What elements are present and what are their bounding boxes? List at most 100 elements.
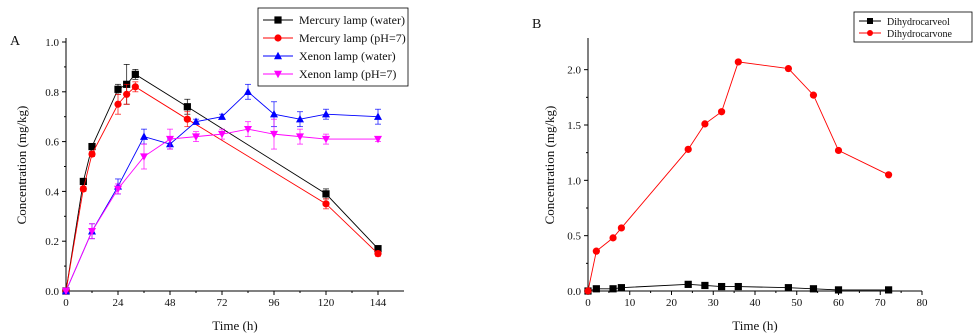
chart-a-point xyxy=(322,200,330,208)
chart-b-x-tick-label: 20 xyxy=(666,297,678,309)
chart-a-series-2 xyxy=(62,83,382,295)
chart-panel-b: 0 10 20 30 40 50 60 70 80 0.0 0.5 1.0 1.5 2.0 Time (h)… xyxy=(532,11,973,333)
chart-b-legend-box xyxy=(853,11,973,43)
chart-a-y-axis-title: Concentration (mg/kg) xyxy=(14,106,29,225)
chart-a-point xyxy=(62,287,70,296)
chart-a-point xyxy=(140,153,148,161)
chart-a-point xyxy=(218,130,226,139)
chart-a-point xyxy=(114,185,122,194)
chart-b-point xyxy=(617,284,625,292)
chart-b-point xyxy=(718,108,726,116)
chart-b-y-axis-title: Concentration (mg/kg) xyxy=(542,106,557,225)
chart-a-point xyxy=(296,114,304,123)
chart-b-point xyxy=(784,284,792,292)
chart-a-legend-marker xyxy=(274,70,282,79)
chart-b-legend-label: Dihydrocarvone xyxy=(887,29,953,40)
chart-a-y-tick-label: 1.0 xyxy=(45,37,59,49)
chart-a-x-tick-label: 24 xyxy=(113,297,125,309)
chart-a-point xyxy=(218,112,226,120)
chart-b-point xyxy=(885,286,893,294)
chart-a-point xyxy=(322,190,330,198)
chart-a-y-tick-label: 0.6 xyxy=(45,137,59,149)
chart-b-x-tick-label: 0 xyxy=(585,297,591,309)
chart-b-point xyxy=(734,58,742,66)
chart-a-point xyxy=(322,135,330,144)
chart-a-point xyxy=(244,87,252,95)
chart-a-point xyxy=(192,133,200,141)
chart-a-point xyxy=(131,70,139,78)
chart-a-point xyxy=(183,115,191,123)
chart-b-series-0 xyxy=(584,280,893,295)
chart-b-panel-label: B xyxy=(532,17,541,32)
chart-a-x-tick-label: 96 xyxy=(269,297,281,309)
chart-b-x-tick-label: 50 xyxy=(791,297,803,309)
chart-a-legend-label: Xenon lamp (water) xyxy=(299,49,396,63)
chart-a-series-3 xyxy=(62,118,382,296)
chart-b-point xyxy=(701,120,709,128)
chart-b-legend-label: Dihydrocarveol xyxy=(887,17,950,28)
chart-a-legend-marker xyxy=(274,51,282,60)
chart-a-panel-label: A xyxy=(10,34,21,49)
chart-a-point xyxy=(131,83,139,91)
chart-b-x-tick-label: 10 xyxy=(624,297,636,309)
chart-b-series-line xyxy=(587,61,889,292)
chart-a-point xyxy=(374,135,382,144)
chart-b-point xyxy=(609,285,617,293)
chart-a-x-tick-label: 144 xyxy=(370,297,387,309)
chart-b-y-tick-label: 1.5 xyxy=(567,120,581,132)
chart-a-legend-label: Mercury lamp (water) xyxy=(299,13,405,27)
chart-a-series-line xyxy=(65,91,379,292)
chart-b-point xyxy=(592,285,600,293)
chart-b-x-tick-label: 80 xyxy=(917,297,929,309)
chart-a-series-0 xyxy=(62,64,382,295)
chart-b-point xyxy=(734,282,742,291)
chart-b-series-1 xyxy=(584,58,893,295)
chart-b-point xyxy=(701,281,709,290)
chart-a-point xyxy=(270,130,278,139)
chart-b-y-tick-label: 0.5 xyxy=(567,231,581,243)
chart-a-x-tick-label: 0 xyxy=(63,297,69,309)
chart-a-point xyxy=(166,135,174,144)
chart-a-x-tick-label: 72 xyxy=(217,297,228,309)
chart-b-x-tick-label: 30 xyxy=(708,297,720,309)
chart-a-point xyxy=(374,250,382,258)
chart-b-x-tick-label: 70 xyxy=(875,297,887,309)
chart-b-point xyxy=(617,224,626,232)
chart-b-point xyxy=(609,234,617,242)
chart-b-point xyxy=(834,146,843,155)
chart-a-x-axis-title: Time (h) xyxy=(212,318,257,333)
chart-b-point xyxy=(834,286,843,294)
chart-b-point xyxy=(592,247,600,255)
chart-a-series-line xyxy=(65,73,379,292)
chart-b-x-axis-title: Time (h) xyxy=(732,318,777,333)
chart-b-y-tick-label: 1.0 xyxy=(567,175,581,187)
chart-a-legend-label: Mercury lamp (pH=7) xyxy=(299,31,406,45)
chart-a-point xyxy=(123,90,131,98)
chart-a-legend-label: Xenon lamp (pH=7) xyxy=(299,67,396,81)
chart-a-point xyxy=(322,110,330,118)
chart-b-y-tick-label: 0.0 xyxy=(567,286,581,298)
chart-a-x-tick-label: 120 xyxy=(318,297,335,309)
chart-a-point xyxy=(79,185,87,193)
chart-a-point xyxy=(374,245,382,253)
chart-b-legend-marker xyxy=(867,18,873,24)
chart-a-point xyxy=(79,177,87,186)
chart-b-point xyxy=(584,287,592,295)
chart-a-point xyxy=(140,132,148,140)
chart-a-legend-marker xyxy=(274,34,282,42)
chart-a-point xyxy=(192,117,200,125)
chart-a-point xyxy=(114,85,122,93)
chart-a-point xyxy=(88,142,96,151)
chart-a-point xyxy=(88,150,96,158)
chart-b-x-tick-label: 60 xyxy=(833,297,845,309)
chart-a-y-tick-label: 0.4 xyxy=(45,186,59,198)
chart-a-legend: Mercury lamp (water) Mercury lamp (pH=7) X… xyxy=(257,7,409,87)
chart-a-point xyxy=(270,110,278,118)
chart-a-point xyxy=(88,228,96,236)
chart-panel-a: 0 24 48 72 96 120 144 0.0 0.2 0.4 0.6 0.8 1.0 Time (h… xyxy=(10,7,409,333)
chart-b-y-tick-label: 2.0 xyxy=(567,65,581,77)
chart-a-x-tick-label: 48 xyxy=(165,297,177,309)
chart-a-y-tick-label: 0.8 xyxy=(45,87,59,99)
